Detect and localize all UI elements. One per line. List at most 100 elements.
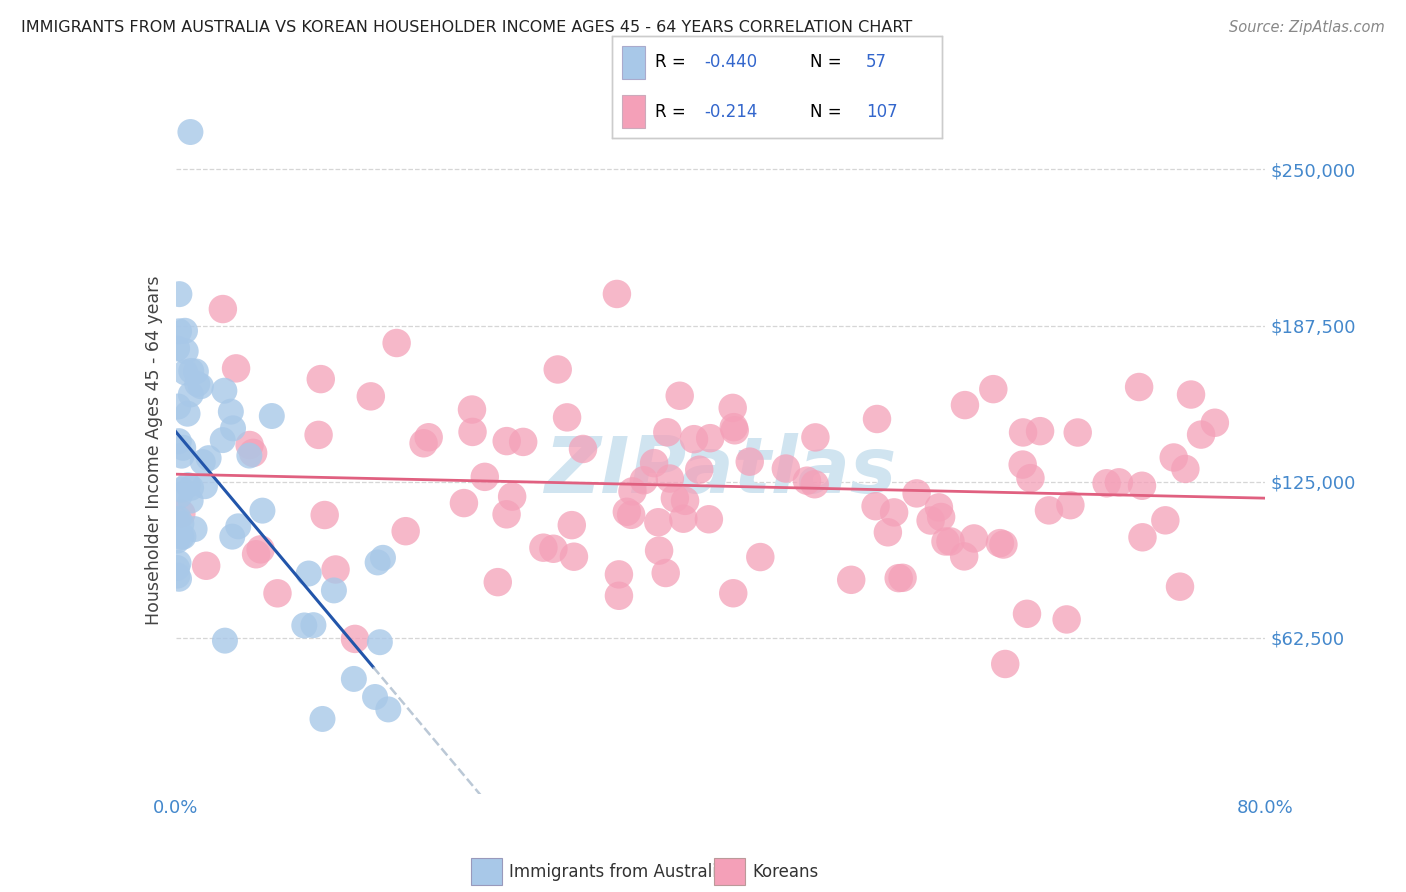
Point xyxy=(673,493,696,508)
Point xyxy=(176,407,198,421)
Y-axis label: Householder Income Ages 45 - 64 years: Householder Income Ages 45 - 64 years xyxy=(145,276,163,625)
Point xyxy=(920,514,942,528)
Point xyxy=(683,432,706,446)
Point xyxy=(1067,425,1090,440)
Point xyxy=(308,428,330,442)
Point xyxy=(170,483,193,497)
Point xyxy=(242,446,264,460)
Point xyxy=(174,324,197,338)
Point xyxy=(1163,450,1185,465)
Point xyxy=(647,515,669,529)
Point xyxy=(360,389,382,403)
Point xyxy=(222,421,245,435)
Point xyxy=(322,583,344,598)
Point xyxy=(495,434,517,449)
Point xyxy=(211,433,233,447)
Text: Source: ZipAtlas.com: Source: ZipAtlas.com xyxy=(1229,20,1385,35)
Point xyxy=(184,364,207,378)
Point xyxy=(368,635,391,649)
Point xyxy=(266,586,288,600)
Point xyxy=(721,401,744,415)
Point xyxy=(1056,612,1078,626)
Point xyxy=(934,534,956,549)
Point xyxy=(804,430,827,444)
Point xyxy=(167,556,190,570)
Point xyxy=(314,508,336,522)
Point xyxy=(166,514,188,528)
Text: 107: 107 xyxy=(866,103,897,120)
Point xyxy=(166,568,188,582)
Point xyxy=(993,537,1015,551)
Point xyxy=(643,456,665,470)
Point xyxy=(723,586,745,600)
Point xyxy=(512,434,534,449)
Point xyxy=(343,632,366,646)
Point xyxy=(865,500,887,514)
Point xyxy=(367,556,389,570)
Point xyxy=(377,702,399,716)
Point xyxy=(169,287,191,301)
Point xyxy=(981,382,1004,396)
Point xyxy=(572,442,595,456)
Point xyxy=(1174,462,1197,476)
Point xyxy=(170,449,193,463)
Point xyxy=(170,530,193,544)
Point xyxy=(298,566,321,581)
Point xyxy=(749,550,772,565)
Point xyxy=(166,533,188,548)
Point xyxy=(929,510,952,524)
Point xyxy=(174,344,197,359)
Point xyxy=(866,412,889,426)
Point xyxy=(688,463,710,477)
Point xyxy=(963,532,986,546)
Point xyxy=(658,471,681,485)
Bar xyxy=(621,45,644,78)
Text: 57: 57 xyxy=(866,54,887,71)
Point xyxy=(486,575,509,590)
Point xyxy=(239,438,262,452)
Point xyxy=(606,287,628,301)
Text: -0.440: -0.440 xyxy=(704,54,758,71)
Point xyxy=(412,436,434,450)
Point xyxy=(1132,530,1154,544)
Point xyxy=(905,486,928,500)
Text: R =: R = xyxy=(655,54,690,71)
Text: N =: N = xyxy=(810,54,846,71)
Point xyxy=(461,402,484,417)
Point xyxy=(292,618,315,632)
Point xyxy=(214,384,236,398)
Point xyxy=(939,534,962,549)
Point xyxy=(988,536,1011,550)
Point xyxy=(543,541,565,556)
Point xyxy=(876,525,898,540)
Point xyxy=(664,491,686,506)
Point xyxy=(796,474,818,488)
Point xyxy=(195,558,218,573)
Point xyxy=(654,566,676,580)
Point xyxy=(607,567,630,582)
Point xyxy=(620,508,643,522)
Point xyxy=(167,324,190,338)
Point xyxy=(311,712,333,726)
Point xyxy=(453,496,475,510)
Point xyxy=(697,512,720,526)
Point xyxy=(302,618,325,632)
Point xyxy=(225,361,247,376)
Point xyxy=(343,672,366,686)
Text: N =: N = xyxy=(810,103,846,120)
Point xyxy=(249,542,271,557)
Point xyxy=(167,434,190,449)
Point xyxy=(803,477,825,491)
Point xyxy=(169,489,191,503)
Point xyxy=(197,451,219,466)
Point xyxy=(167,400,190,414)
Point xyxy=(180,364,202,378)
Point xyxy=(616,505,638,519)
Point xyxy=(1059,498,1081,512)
Point xyxy=(738,455,761,469)
Point xyxy=(621,484,644,499)
Point xyxy=(891,571,914,585)
Point xyxy=(190,379,212,393)
Point xyxy=(325,562,347,576)
Text: Koreans: Koreans xyxy=(752,863,818,881)
